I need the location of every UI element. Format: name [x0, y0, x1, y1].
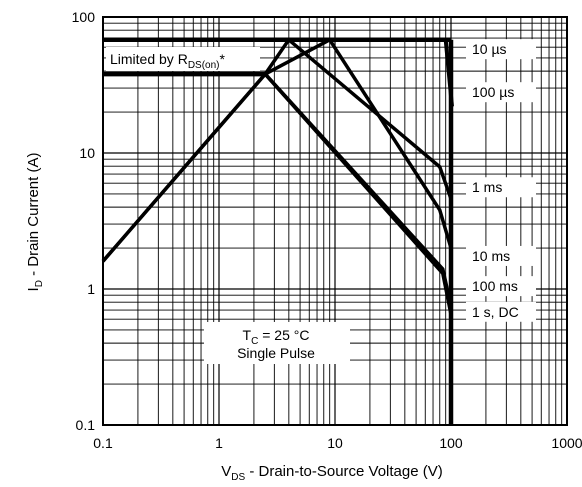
curve-labels: 10 µs 100 µs 1 ms 10 ms 100 ms 1 s, DC — [466, 39, 536, 322]
limit-label-bg — [106, 47, 260, 71]
conditions-line-2: Single Pulse — [237, 345, 315, 361]
curve-label: 10 ms — [472, 248, 510, 264]
x-tick-label: 1 — [215, 435, 223, 451]
curve-label-bg — [466, 301, 536, 322]
curve-label: 1 ms — [472, 179, 502, 195]
series-line-4 — [101, 72, 453, 307]
x-axis-label: VDS - Drain-to-Source Voltage (V) — [221, 463, 443, 483]
limit-label: Limited by RDS(on)* — [110, 51, 226, 71]
series-lines — [101, 37, 454, 425]
x-tick-label: 0.1 — [93, 435, 113, 451]
y-axis-label: ID - Drain Current (A) — [25, 153, 45, 292]
plot-border — [102, 16, 568, 426]
curve-label: 100 µs — [472, 84, 514, 100]
series-line-3 — [264, 38, 453, 249]
y-tick-label: 0.1 — [76, 417, 96, 433]
x-tick-label: 1000 — [551, 435, 582, 451]
conditions-line-1: TC = 25 °C — [243, 327, 310, 347]
curve-label-bg — [466, 39, 536, 60]
x-tick-label: 100 — [439, 435, 463, 451]
y-tick-label: 100 — [72, 9, 96, 25]
conditions-bg — [204, 322, 350, 364]
curve-label-bg — [466, 82, 536, 103]
plot-frame — [102, 16, 568, 426]
y-tick-label: 10 — [79, 145, 95, 161]
curve-label-bg — [466, 276, 536, 297]
series-line-2 — [263, 38, 453, 200]
curve-label: 100 ms — [472, 278, 518, 294]
y-tick-labels: 0.1 1 10 100 — [72, 9, 96, 433]
series-line-6 — [263, 72, 453, 315]
y-tick-label: 1 — [87, 281, 95, 297]
series-line-5 — [101, 72, 453, 311]
curve-label-bg — [466, 177, 536, 198]
x-tick-labels: 0.1 1 10 100 1000 — [93, 435, 582, 451]
curve-label: 10 µs — [472, 41, 507, 57]
curve-label: 1 s, DC — [472, 304, 519, 320]
curve-label-bg — [466, 245, 536, 266]
x-tick-label: 10 — [327, 435, 343, 451]
